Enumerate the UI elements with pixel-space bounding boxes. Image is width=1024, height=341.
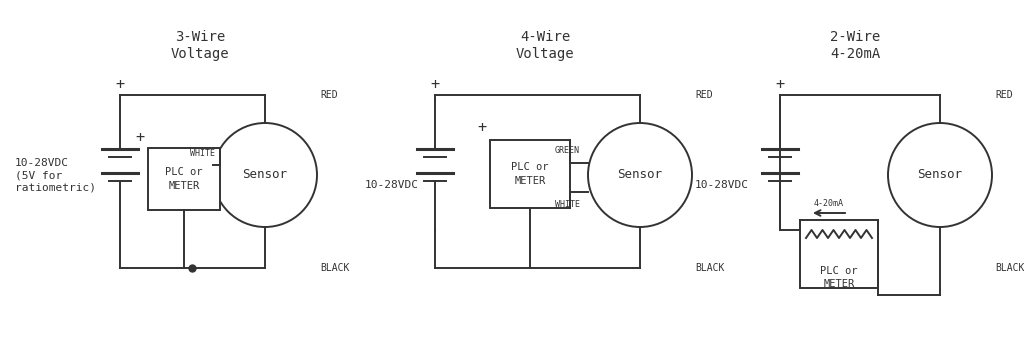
- Text: 2-Wire
4-20mA: 2-Wire 4-20mA: [829, 30, 880, 61]
- Text: WHITE: WHITE: [190, 149, 215, 158]
- Text: 4-20mA: 4-20mA: [814, 199, 844, 208]
- Text: GREEN: GREEN: [555, 146, 580, 155]
- Text: 10-28VDC: 10-28VDC: [365, 180, 419, 190]
- Text: Sensor: Sensor: [243, 168, 288, 181]
- Text: 4-Wire
Voltage: 4-Wire Voltage: [516, 30, 574, 61]
- Text: PLC or
METER: PLC or METER: [165, 167, 203, 191]
- Text: Sensor: Sensor: [617, 168, 663, 181]
- Text: RED: RED: [319, 90, 338, 100]
- Bar: [148, 148, 220, 210]
- Text: RED: RED: [995, 90, 1013, 100]
- Text: BLACK: BLACK: [695, 263, 724, 273]
- Text: +: +: [135, 130, 144, 145]
- Text: 10-28VDC
(5V for
ratiometric): 10-28VDC (5V for ratiometric): [15, 158, 96, 192]
- Text: 3-Wire
Voltage: 3-Wire Voltage: [171, 30, 229, 61]
- Text: RED: RED: [695, 90, 713, 100]
- Text: BLACK: BLACK: [995, 263, 1024, 273]
- Text: WHITE: WHITE: [555, 200, 580, 209]
- Text: 10-28VDC: 10-28VDC: [695, 180, 749, 190]
- Text: BLACK: BLACK: [319, 263, 349, 273]
- Text: +: +: [477, 120, 486, 135]
- Text: +: +: [430, 77, 439, 92]
- Text: PLC or
METER: PLC or METER: [820, 266, 858, 289]
- Bar: [490, 140, 570, 208]
- Text: PLC or
METER: PLC or METER: [511, 162, 549, 186]
- Bar: [800, 220, 878, 288]
- Text: +: +: [775, 77, 784, 92]
- Text: +: +: [116, 77, 125, 92]
- Text: Sensor: Sensor: [918, 168, 963, 181]
